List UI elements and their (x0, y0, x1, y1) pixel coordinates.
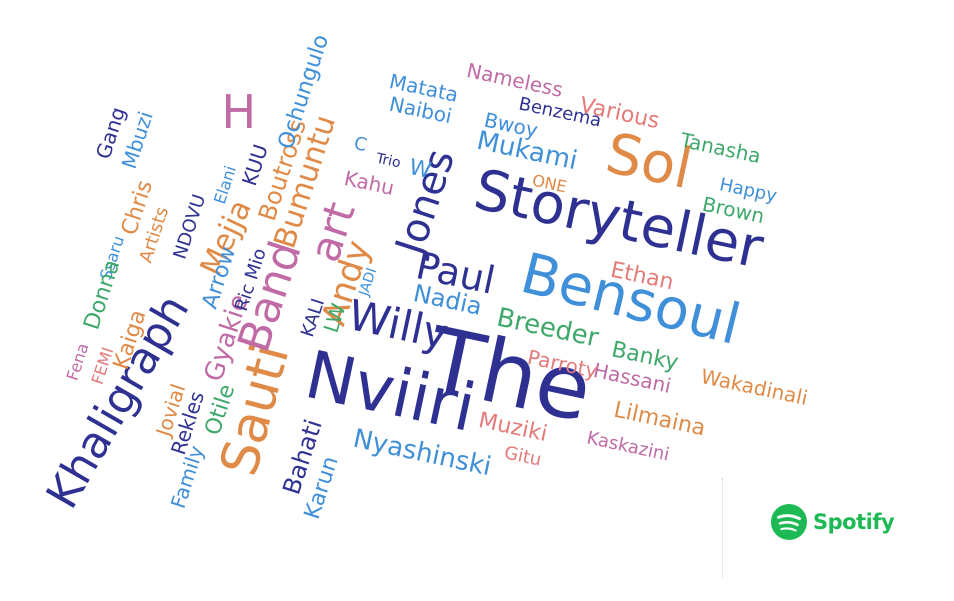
cloud-word: Fena (62, 340, 93, 383)
cloud-word: Kahu (342, 166, 397, 200)
cloud-word: Nameless (464, 58, 566, 102)
spotify-icon (770, 503, 808, 541)
cloud-word: Kaskazini (584, 427, 672, 466)
cloud-word: H (221, 85, 257, 139)
cloud-word: Wakadinali (698, 363, 810, 411)
cloud-word: W (406, 155, 434, 185)
cloud-word: Trio (374, 150, 402, 172)
cloud-word: Gitu (501, 442, 543, 471)
cloud-word: Donna (79, 256, 126, 333)
spotify-wordmark: Spotify (813, 510, 895, 534)
divider-line (722, 478, 723, 578)
cloud-word: C (351, 132, 369, 157)
spotify-logo: Spotify (770, 503, 895, 541)
cloud-word: Family (165, 442, 209, 512)
